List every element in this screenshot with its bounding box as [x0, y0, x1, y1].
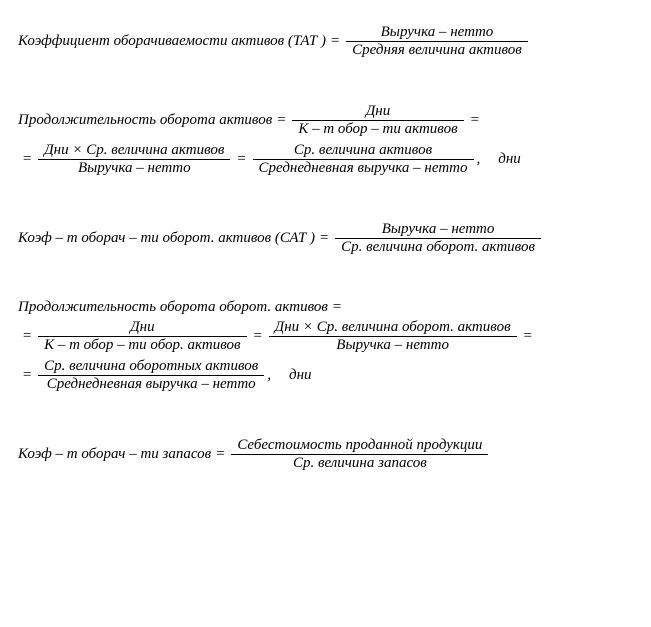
fraction: Дни × Ср. величина активов Выручка – нет…	[38, 142, 230, 177]
fraction: Ср. величина активов Среднедневная выруч…	[253, 142, 474, 177]
equals-sign: =	[211, 447, 229, 462]
numerator: Ср. величина активов	[288, 142, 438, 159]
denominator: Среднедневная выручка – нетто	[41, 376, 262, 393]
fraction: Ср. величина оборотных активов Среднедне…	[38, 358, 264, 393]
comma: ,	[476, 152, 483, 167]
comma: ,	[266, 368, 273, 383]
equals-sign: =	[466, 113, 484, 128]
fraction: Дни К – т обор – ти активов	[292, 103, 463, 138]
formula-row: = Ср. величина оборотных активов Среднед…	[18, 358, 633, 393]
equals-sign: =	[232, 152, 250, 167]
denominator: Выручка – нетто	[72, 160, 197, 177]
denominator: Средняя величина активов	[346, 42, 528, 59]
lhs-text: Продолжительность оборота оборот. активо…	[18, 300, 328, 315]
equals-sign: =	[249, 329, 267, 344]
lhs-text: Продолжительность оборота активов	[18, 113, 272, 128]
formula-row: = Дни К – т обор – ти обор. активов = Дн…	[18, 319, 633, 354]
numerator: Дни × Ср. величина активов	[38, 142, 230, 159]
formula-row: = Дни × Ср. величина активов Выручка – н…	[18, 142, 633, 177]
formula-row: Продолжительность оборота активов = Дни …	[18, 103, 633, 138]
lhs-text: Коэф – т оборач – ти запасов	[18, 447, 211, 462]
equals-sign: =	[328, 300, 346, 315]
lhs-text: Коэф – т оборач – ти оборот. активов (СА…	[18, 231, 315, 246]
formula-cat: Коэф – т оборач – ти оборот. активов (СА…	[18, 221, 633, 256]
formula-tat: Коэффициент оборачиваемости активов (ТАТ…	[18, 24, 633, 59]
formula-asset-turnover-duration: Продолжительность оборота активов = Дни …	[18, 103, 633, 177]
numerator: Выручка – нетто	[375, 24, 500, 41]
unit-label: дни	[273, 368, 312, 383]
formula-inventory-turnover: Коэф – т оборач – ти запасов = Себестоим…	[18, 437, 633, 472]
formula-row: Коэффициент оборачиваемости активов (ТАТ…	[18, 24, 633, 59]
lhs-text: Коэффициент оборачиваемости активов (ТАТ…	[18, 34, 326, 49]
equals-sign: =	[18, 329, 36, 344]
denominator: Выручка – нетто	[330, 337, 455, 354]
fraction: Выручка – нетто Средняя величина активов	[346, 24, 528, 59]
numerator: Дни × Ср. величина оборот. активов	[269, 319, 517, 336]
fraction: Выручка – нетто Ср. величина оборот. акт…	[335, 221, 541, 256]
fraction: Себестоимость проданной продукции Ср. ве…	[231, 437, 488, 472]
equals-sign: =	[18, 368, 36, 383]
equals-sign: =	[315, 231, 333, 246]
formula-row: Коэф – т оборач – ти оборот. активов (СА…	[18, 221, 633, 256]
denominator: К – т обор – ти обор. активов	[38, 337, 246, 354]
equals-sign: =	[326, 34, 344, 49]
numerator: Дни	[360, 103, 397, 120]
numerator: Себестоимость проданной продукции	[231, 437, 488, 454]
denominator: Среднедневная выручка – нетто	[253, 160, 474, 177]
numerator: Ср. величина оборотных активов	[38, 358, 264, 375]
formula-row: Коэф – т оборач – ти запасов = Себестоим…	[18, 437, 633, 472]
fraction: Дни × Ср. величина оборот. активов Выруч…	[269, 319, 517, 354]
denominator: Ср. величина оборот. активов	[335, 239, 541, 256]
equals-sign: =	[519, 329, 537, 344]
formula-row: Продолжительность оборота оборот. активо…	[18, 300, 633, 315]
numerator: Выручка – нетто	[376, 221, 501, 238]
unit-label: дни	[482, 152, 521, 167]
denominator: Ср. величина запасов	[287, 455, 433, 472]
numerator: Дни	[124, 319, 161, 336]
formula-current-asset-duration: Продолжительность оборота оборот. активо…	[18, 300, 633, 393]
denominator: К – т обор – ти активов	[292, 121, 463, 138]
equals-sign: =	[272, 113, 290, 128]
fraction: Дни К – т обор – ти обор. активов	[38, 319, 246, 354]
equals-sign: =	[18, 152, 36, 167]
